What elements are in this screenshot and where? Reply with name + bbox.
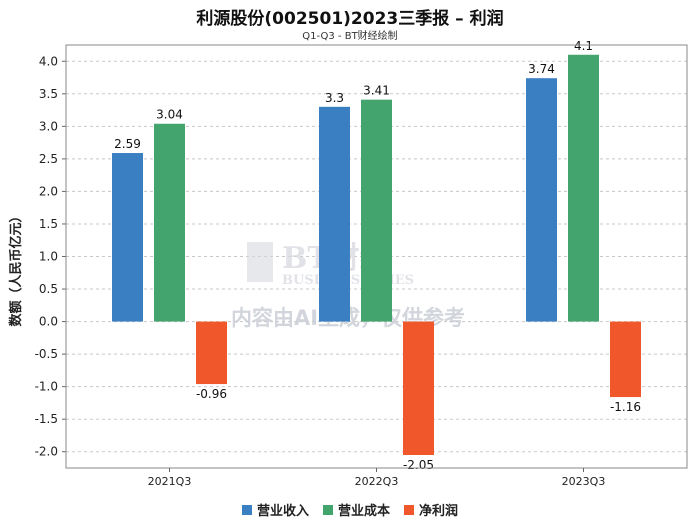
x-tick-label: 2022Q3: [355, 475, 399, 488]
data-label: 3.3: [325, 91, 344, 105]
y-tick-label: -1.0: [35, 380, 58, 394]
legend-label-net-profit: 净利润: [419, 504, 459, 519]
data-label: -0.96: [196, 387, 227, 401]
chart-subtitle: Q1-Q3 - BT财经绘制: [302, 31, 398, 42]
bar-2022Q3-0: [319, 106, 350, 322]
watermark-logo-mark: [247, 242, 273, 282]
bar-2021Q3-0: [112, 153, 143, 322]
y-tick-label: 3.0: [39, 119, 58, 133]
y-tick-label: 0.0: [39, 315, 58, 329]
legend-item-cost: 营业成本: [322, 500, 390, 519]
legend-item-revenue: 营业收入: [241, 500, 309, 519]
x-tick-label: 2021Q3: [148, 475, 192, 488]
bars: [112, 54, 641, 455]
data-label: 4.1: [574, 39, 593, 53]
bar-2021Q3-2: [196, 321, 227, 385]
legend-swatch-revenue: [241, 504, 252, 515]
y-tick-label: -1.5: [35, 412, 58, 426]
legend-label-revenue: 营业收入: [256, 504, 309, 519]
y-tick-label: -0.5: [35, 347, 58, 361]
y-tick-label: -2.0: [35, 445, 58, 459]
chart-title: 利源股份(002501)2023三季报 – 利润: [196, 9, 504, 29]
bar-2021Q3-1: [154, 123, 185, 322]
data-label: 3.74: [528, 62, 555, 76]
y-tick-label: 2.0: [39, 184, 58, 198]
data-label: 2.59: [114, 137, 141, 151]
bar-2023Q3-2: [610, 321, 641, 398]
bar-2022Q3-2: [403, 321, 434, 455]
bar-2023Q3-1: [568, 54, 599, 322]
y-tick-label: 1.0: [39, 250, 58, 264]
y-tick-label: 3.5: [39, 87, 58, 101]
y-tick-label: 1.5: [39, 217, 58, 231]
legend: 营业收入 营业成本 净利润: [0, 500, 700, 519]
data-labels: 2.59 3.04 -0.96 3.3 3.41 -2.05 3.74 4.1 -1.16: [114, 39, 641, 472]
y-tick-label: 0.5: [39, 282, 58, 296]
x-tick-label: 2023Q3: [562, 475, 606, 488]
legend-swatch-net-profit: [404, 504, 414, 515]
bar-2022Q3-1: [361, 99, 392, 322]
data-label: 3.41: [363, 84, 390, 98]
data-label: -2.05: [403, 458, 434, 472]
y-tick-label: 4.0: [39, 54, 58, 68]
legend-swatch-cost: [322, 504, 333, 515]
data-label: 3.04: [156, 108, 183, 122]
y-axis-label: 数额（人民币亿元）: [8, 209, 24, 326]
axes: 4.0 3.5 3.0 2.5 2.0 1.5 1.0 0.5 0.0 -0.5 -1.0 -1.5 -…: [35, 44, 688, 488]
data-label: -1.16: [610, 400, 641, 414]
legend-item-net-profit: 净利润: [404, 500, 458, 519]
y-tick-label: 2.5: [39, 152, 58, 166]
bar-2023Q3-0: [526, 78, 557, 322]
legend-label-cost: 营业成本: [337, 504, 390, 519]
